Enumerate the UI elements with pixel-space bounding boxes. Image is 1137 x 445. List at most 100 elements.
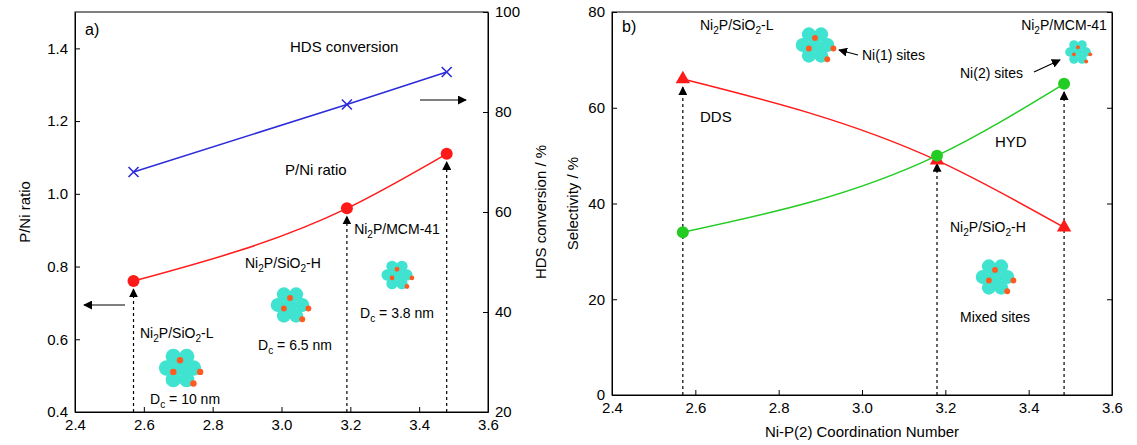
particle-cluster bbox=[381, 261, 414, 290]
x-axis-tick-mark bbox=[695, 390, 696, 395]
text-span: P/MCM-41 bbox=[1040, 17, 1107, 33]
y-axis-tick-mark bbox=[612, 395, 617, 396]
y2-axis-tick-label: 20 bbox=[495, 403, 512, 420]
text-span: Ni bbox=[354, 221, 367, 237]
y-axis: 0.4 0.6 0.8 1.0 1.2 1.4 bbox=[47, 13, 80, 421]
annotation: Ni(2) sites bbox=[960, 65, 1023, 81]
p-atom bbox=[1084, 60, 1088, 64]
chart-svg: 2.42.62.83.03.23.43.6 0.4 0.6 0.8 1.0 1.2 1.4 2… bbox=[0, 0, 1137, 445]
y-axis-tick: 0.8 bbox=[47, 258, 80, 275]
x-axis-tick-label: 2.6 bbox=[685, 399, 706, 416]
particle-cluster bbox=[1065, 40, 1092, 64]
y2-axis-tick-mark bbox=[483, 112, 488, 113]
x-axis-tick-label: 2.4 bbox=[65, 416, 86, 433]
x-axis: 2.42.62.83.03.23.43.6 bbox=[602, 390, 1123, 416]
y-axis-tick-label: 0.4 bbox=[47, 403, 68, 420]
x-axis-tick-mark bbox=[419, 407, 420, 412]
y-axis-right-tick-mark bbox=[1107, 395, 1112, 396]
panel-label: b) bbox=[622, 18, 636, 35]
text-span: D bbox=[360, 305, 370, 321]
y2-axis-tick-mark bbox=[483, 412, 488, 413]
series-line bbox=[683, 79, 1064, 227]
x-axis-tick-label: 3.0 bbox=[852, 399, 873, 416]
p-atom bbox=[197, 369, 203, 375]
y-axis-tick: 0.6 bbox=[47, 331, 80, 348]
y-axis-tick-mark bbox=[612, 299, 617, 300]
y-axis-tick: 0 bbox=[597, 386, 617, 403]
y-axis-tick-label: 0.6 bbox=[47, 331, 68, 348]
text-span: -H bbox=[1011, 219, 1026, 235]
y2-axis-tick-label: 60 bbox=[495, 203, 512, 220]
x-axis-tick: 2.6 bbox=[134, 407, 155, 433]
p-atom bbox=[409, 275, 414, 280]
text-span: D bbox=[150, 391, 160, 407]
particle-cluster bbox=[976, 259, 1017, 294]
text-span: Ni bbox=[700, 17, 713, 33]
p-atom bbox=[405, 284, 410, 289]
text-span: -H bbox=[306, 255, 321, 271]
p-atom bbox=[287, 295, 293, 301]
text-span: P/SiO bbox=[264, 255, 301, 271]
text-span: -L bbox=[761, 17, 774, 33]
y-axis-tick-label: 1.4 bbox=[47, 40, 68, 57]
text-span: = 10 nm bbox=[165, 391, 220, 407]
text-span: P/SiO bbox=[719, 17, 756, 33]
x-axis-tick-mark bbox=[862, 390, 863, 395]
y-axis-tick: 1.0 bbox=[47, 185, 80, 202]
series-line bbox=[134, 154, 447, 281]
series-label: HYD bbox=[995, 133, 1027, 150]
y-axis-right-tick-mark bbox=[1107, 108, 1112, 109]
y2-axis-tick-mark bbox=[483, 212, 488, 213]
arrow bbox=[346, 216, 347, 412]
y-axis-tick-label: 60 bbox=[588, 99, 605, 116]
text-span: P/SiO bbox=[969, 219, 1006, 235]
series-label: DDS bbox=[700, 108, 732, 125]
p-atom bbox=[830, 46, 836, 52]
y2-axis-line bbox=[488, 13, 489, 413]
arrow bbox=[682, 87, 683, 395]
x-axis-tick-label: 2.8 bbox=[203, 416, 224, 433]
series-line bbox=[134, 72, 447, 172]
text-span: P/SiO bbox=[159, 325, 196, 341]
y-axis-right-tick bbox=[1107, 108, 1112, 109]
text-span: Ni bbox=[245, 255, 258, 271]
data-point bbox=[341, 202, 353, 214]
x-axis-tick-label: 3.6 bbox=[1102, 399, 1123, 416]
arrow bbox=[420, 99, 466, 100]
data-point bbox=[1058, 78, 1070, 90]
text-span: = 6.5 nm bbox=[273, 337, 332, 353]
y2-axis-tick: 40 bbox=[483, 303, 512, 320]
plot-frame bbox=[612, 12, 1112, 395]
y-axis-tick-label: 0 bbox=[597, 386, 605, 403]
x-axis-tick: 3.2 bbox=[340, 407, 361, 433]
p-atom bbox=[395, 267, 400, 272]
y2-axis-title: HDS conversion / % bbox=[532, 145, 549, 279]
x-axis-title: Ni-P(2) Coordination Number bbox=[765, 423, 959, 440]
p-atom bbox=[1010, 278, 1016, 284]
arrow bbox=[936, 164, 937, 395]
series-line bbox=[683, 84, 1064, 232]
y-axis-tick: 60 bbox=[588, 99, 617, 116]
p-atom bbox=[812, 35, 818, 41]
y2-axis-tick-label: 40 bbox=[495, 303, 512, 320]
decorations bbox=[134, 162, 447, 412]
p-atom bbox=[170, 369, 176, 375]
arrow bbox=[839, 50, 858, 55]
data-point bbox=[441, 148, 453, 160]
y-axis-tick-label: 1.2 bbox=[47, 112, 68, 129]
p-atom bbox=[1004, 288, 1010, 294]
x-axis: 2.42.62.83.03.23.43.6 bbox=[65, 407, 499, 433]
y-axis-tick-label: 1.0 bbox=[47, 185, 68, 202]
annotation: Ni2P/SiO2-H bbox=[245, 255, 321, 274]
annotation: Mixed sites bbox=[960, 309, 1030, 325]
y-axis-right-tick-mark bbox=[1107, 12, 1112, 13]
y-axis-tick-mark bbox=[612, 108, 617, 109]
x-axis-tick-mark bbox=[945, 390, 946, 395]
y-axis-tick-mark bbox=[612, 204, 617, 205]
y2-axis-tick: 80 bbox=[483, 103, 512, 120]
x-axis-tick: 3.0 bbox=[272, 407, 293, 433]
y2-axis-tick: 60 bbox=[483, 203, 512, 220]
annotation: Dc = 10 nm bbox=[150, 391, 220, 410]
arrow bbox=[1034, 60, 1060, 72]
annotation: Ni2P/SiO2-L bbox=[140, 325, 214, 344]
